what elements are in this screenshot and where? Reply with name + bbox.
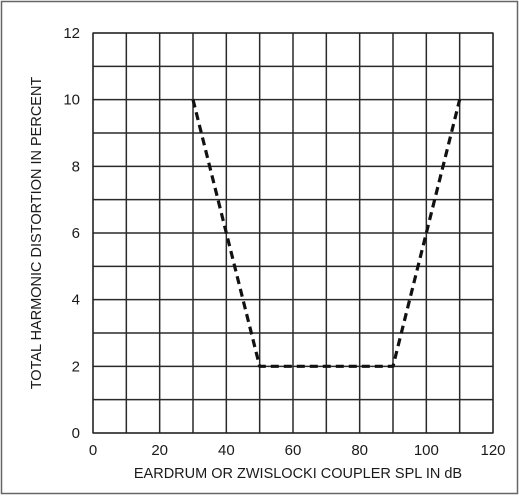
- y-tick-label: 8: [72, 158, 80, 175]
- y-tick-label: 10: [63, 92, 80, 109]
- plot-frame: [92, 32, 494, 434]
- x-tick-label: 120: [480, 442, 505, 459]
- x-tick-label: 100: [414, 442, 439, 459]
- y-tick-label: 4: [72, 292, 80, 309]
- x-tick-label: 40: [218, 442, 235, 459]
- y-tick-label: 6: [72, 225, 80, 242]
- y-tick-label: 12: [63, 25, 80, 42]
- y-axis-label: TOTAL HARMONIC DISTORTION IN PERCENT: [29, 77, 45, 390]
- tick-labels: 0 20 40 60 80 100 120 0 2 4 6 8 10 12: [63, 25, 505, 459]
- series-line: [191, 99, 462, 368]
- x-tick-label: 0: [89, 442, 97, 459]
- x-tick-label: 20: [151, 442, 168, 459]
- y-tick-label: 2: [72, 358, 80, 375]
- x-axis-label: EARDRUM OR ZWISLOCKI COUPLER SPL IN dB: [134, 466, 462, 482]
- x-tick-label: 80: [351, 442, 368, 459]
- x-tick-label: 60: [285, 442, 302, 459]
- series-layer: [191, 99, 462, 368]
- y-tick-label: 0: [72, 425, 80, 442]
